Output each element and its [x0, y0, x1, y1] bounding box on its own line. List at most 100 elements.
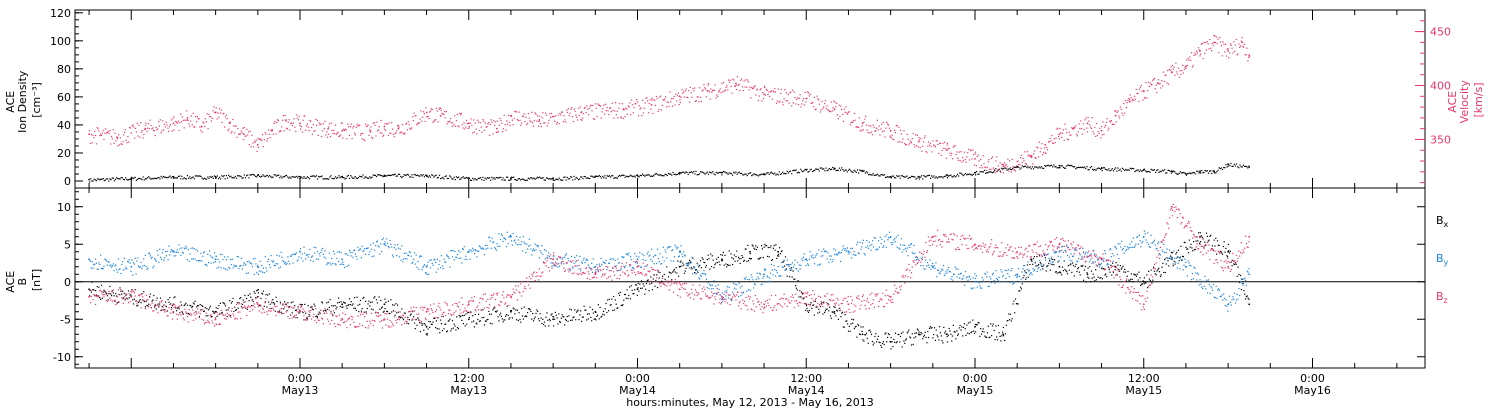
velocity-series-point: [106, 131, 108, 134]
velocity-series-point: [574, 110, 576, 112]
ion-density-series-point: [220, 178, 222, 180]
ion-density-series-point: [760, 174, 762, 176]
bx-series-point: [648, 290, 650, 292]
velocity-series-point: [370, 126, 372, 128]
bx-series-point: [1070, 263, 1072, 265]
velocity-series-point: [586, 105, 588, 107]
ion-density-series-point: [1182, 172, 1184, 174]
by-series-point: [214, 261, 216, 263]
ion-density-series-point: [963, 174, 965, 176]
velocity-series-point: [256, 150, 258, 152]
by-series-point: [603, 262, 605, 264]
bx-series-point: [245, 307, 247, 309]
ion-density-series-point: [114, 178, 117, 180]
bx-series-point: [268, 293, 270, 295]
velocity-series-point: [580, 118, 582, 120]
bx-series-point: [157, 303, 159, 305]
ion-density-series-point: [235, 177, 238, 179]
bx-series-point: [1087, 276, 1089, 278]
ion-density-series-point: [804, 168, 806, 170]
bx-series-point: [1027, 276, 1029, 278]
bx-series-point: [1233, 263, 1235, 265]
velocity-axis-title-line1: ACE: [1446, 91, 1459, 113]
velocity-series-point: [697, 96, 699, 98]
velocity-series-point: [455, 125, 457, 127]
velocity-series-point: [918, 139, 920, 141]
velocity-series-point: [414, 115, 416, 117]
by-series-point: [179, 248, 181, 250]
ion-density-series-point: [284, 175, 286, 177]
velocity-series-point: [411, 127, 413, 129]
ion-density-series-point: [141, 178, 143, 181]
bx-series-point: [246, 308, 248, 310]
bx-series-point: [561, 314, 563, 316]
ion-density-series-point: [714, 174, 716, 176]
bx-series-point: [867, 342, 869, 344]
ion-density-series-point: [204, 178, 207, 180]
ion-density-series-point: [1226, 166, 1228, 168]
ion-density-series-point: [940, 176, 942, 178]
bx-series-point: [1230, 261, 1232, 263]
by-series-point: [601, 263, 603, 266]
bx-series-point: [438, 328, 440, 330]
velocity-series-point: [869, 132, 871, 134]
by-series-point: [534, 243, 536, 245]
ion-density-series-data-point: [172, 175, 175, 178]
by-series-point: [434, 258, 436, 260]
bx-series-point: [316, 316, 319, 318]
by-series-point: [390, 243, 392, 245]
ion-density-series-point: [374, 174, 376, 176]
ion-density-series-point: [261, 175, 263, 177]
velocity-series-point: [535, 113, 537, 115]
ion-density-series-point: [266, 174, 268, 177]
by-series-point: [684, 255, 686, 257]
ion-density-series-point: [599, 176, 601, 178]
ion-density-series-point: [381, 175, 383, 177]
bx-series-point: [968, 322, 970, 324]
by-series-point: [90, 267, 92, 269]
bx-series-point: [769, 246, 771, 249]
by-series-point: [213, 252, 216, 254]
velocity-series-point: [676, 95, 679, 97]
ion-density-series-point: [892, 175, 895, 177]
ion-density-series-point: [248, 177, 250, 179]
by-series-point: [641, 253, 643, 255]
by-series-point: [391, 246, 393, 248]
velocity-series-point: [671, 105, 673, 107]
velocity-series-point: [842, 113, 844, 115]
bx-series-point: [517, 319, 519, 322]
ion-density-series-point: [378, 174, 380, 176]
bx-series-point: [571, 319, 573, 321]
bx-series-point: [1119, 265, 1121, 267]
by-series-point: [192, 258, 194, 260]
velocity-series-point: [1153, 77, 1156, 80]
velocity-series-point: [988, 159, 990, 161]
by-series-point: [305, 258, 307, 260]
by-series-point: [559, 265, 561, 267]
velocity-series-point: [1200, 43, 1202, 45]
by-series-point: [611, 258, 613, 260]
bx-series-point: [425, 333, 427, 335]
ion-density-series-point: [1136, 169, 1138, 171]
velocity-series-point: [204, 118, 207, 120]
velocity-series-point: [601, 111, 603, 113]
by-series-point: [353, 250, 355, 252]
bx-series-point: [1190, 243, 1192, 245]
velocity-series-point: [448, 121, 450, 123]
velocity-series-point: [764, 86, 766, 89]
velocity-series-point: [399, 132, 401, 134]
bx-series-point: [252, 300, 254, 303]
ion-density-series-point: [429, 176, 432, 178]
velocity-series-point: [932, 140, 934, 142]
velocity-series-point: [555, 115, 557, 117]
by-series-point: [241, 268, 243, 270]
velocity-series-point: [1054, 141, 1056, 144]
ion-density-series-data-point: [946, 174, 948, 177]
bx-series-data-point: [425, 325, 428, 328]
ion-density-series-point: [672, 171, 674, 174]
by-series-point: [172, 250, 174, 252]
by-series-point: [207, 253, 209, 255]
bx-series-point: [645, 282, 648, 285]
ion-density-series-point: [492, 178, 494, 180]
by-series-point: [820, 255, 822, 257]
